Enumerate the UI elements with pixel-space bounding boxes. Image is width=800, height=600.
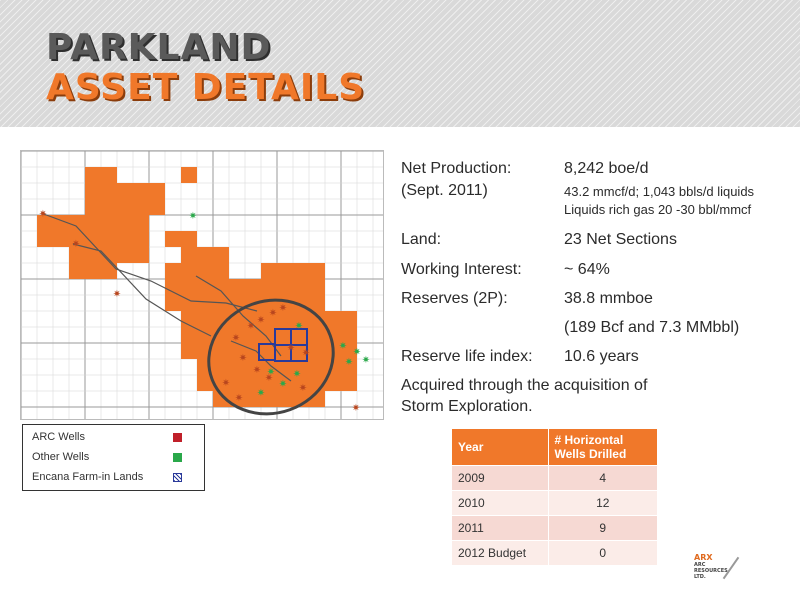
svg-text:✷: ✷ <box>39 209 47 220</box>
reserves-value: 38.8 mmboe <box>564 290 653 307</box>
land-map-graphic: ✷✷✷✷✷✷✷ ✷✷ ✷✷✷✷✷✷✷✷ ✷✷✷✷✷✷✷✷✷✷ <box>21 151 383 419</box>
svg-text:✷: ✷ <box>362 355 370 366</box>
svg-text:✷: ✷ <box>279 379 287 390</box>
legend-label-other-wells: Other Wells <box>32 451 90 463</box>
header-year: Year <box>452 429 549 465</box>
row-year: 2009 <box>452 464 549 490</box>
svg-text:✷: ✷ <box>72 239 80 250</box>
table-row: 2012 Budget 0 <box>452 539 658 565</box>
logo-name: ARX <box>694 553 713 562</box>
row-count: 12 <box>548 489 658 515</box>
reserve-life-value: 10.6 years <box>564 348 639 365</box>
header-banner: PARKLAND ASSET DETAILS <box>0 0 800 127</box>
land-label: Land: <box>401 231 442 248</box>
svg-text:✷: ✷ <box>352 403 360 414</box>
land-map: ✷ ✷ ✷ ✷ ✷ ✷ ✷ ✷ ✷ ✷ ✷ ✷ ✷ ✷ ✷ ✷ ✷ ✷ ✷ ✷ ✷ ✷ ✷ ✷ ✷ ✷ ✷ <box>20 150 384 420</box>
svg-text:✷: ✷ <box>189 211 197 222</box>
acquired-line-2: Storm Exploration. <box>401 398 533 415</box>
row-year: 2010 <box>452 489 549 515</box>
svg-text:✷: ✷ <box>235 393 243 404</box>
row-count: 4 <box>548 464 658 490</box>
svg-text:✷: ✷ <box>247 321 255 332</box>
title-asset-details: ASSET DETAILS <box>46 67 366 108</box>
svg-text:✷: ✷ <box>302 348 310 359</box>
reserve-life-label: Reserve life index: <box>401 348 533 365</box>
row-count: 0 <box>548 539 658 565</box>
logo-subtitle: ARC RESOURCES LTD. <box>694 562 728 580</box>
horizontal-wells-table: Year # Horizontal Wells Drilled 2009 4 2… <box>452 429 658 565</box>
row-year: 2011 <box>452 514 549 540</box>
svg-text:✷: ✷ <box>265 373 273 384</box>
encana-blocks <box>258 328 308 362</box>
svg-text:✷: ✷ <box>279 303 287 314</box>
pipeline-lines <box>40 212 292 382</box>
svg-text:✷: ✷ <box>295 321 303 332</box>
row-year: 2012 Budget <box>452 539 549 565</box>
arc-resources-logo: ARX ARC RESOURCES LTD. <box>694 553 754 583</box>
header-wells-drilled: # Horizontal Wells Drilled <box>548 429 658 465</box>
svg-text:✷: ✷ <box>232 333 240 344</box>
row-count: 9 <box>548 514 658 540</box>
svg-text:✷: ✷ <box>113 289 121 300</box>
title-parkland: PARKLAND <box>46 27 272 68</box>
encana-lands-swatch-icon <box>173 473 182 482</box>
table-header-row: Year # Horizontal Wells Drilled <box>452 429 658 465</box>
land-value: 23 Net Sections <box>564 231 677 248</box>
reserves-detail: (189 Bcf and 7.3 MMbbl) <box>564 319 740 336</box>
svg-text:✷: ✷ <box>287 343 295 354</box>
net-production-label: Net Production: <box>401 160 512 177</box>
svg-text:✷: ✷ <box>257 388 265 399</box>
working-interest-label: Working Interest: <box>401 261 522 278</box>
svg-text:✷: ✷ <box>353 347 361 358</box>
production-detail: 43.2 mmcf/d; 1,043 bbls/d liquids <box>564 184 755 199</box>
table-row: 2009 4 <box>452 464 658 490</box>
arc-wells-swatch-icon <box>173 433 182 442</box>
liquids-detail: Liquids rich gas 20 -30 bbl/mmcf <box>564 202 752 217</box>
legend-label-arc-wells: ARC Wells <box>32 431 85 443</box>
reserves-label: Reserves (2P): <box>401 290 508 307</box>
svg-text:✷: ✷ <box>339 341 347 352</box>
working-interest-value: ~ 64% <box>564 261 610 278</box>
svg-text:✷: ✷ <box>267 367 275 378</box>
svg-text:✷: ✷ <box>345 357 353 368</box>
svg-text:✷: ✷ <box>222 378 230 389</box>
map-legend: ARC Wells Other Wells Encana Farm-in Lan… <box>22 424 205 491</box>
legend-label-encana: Encana Farm-in Lands <box>32 471 144 483</box>
svg-text:✷: ✷ <box>257 315 265 326</box>
svg-text:✷: ✷ <box>269 308 277 319</box>
svg-text:✷: ✷ <box>253 365 261 376</box>
acquired-line-1: Acquired through the acquisition of <box>401 377 648 394</box>
focus-ellipse <box>207 298 335 416</box>
svg-text:✷: ✷ <box>239 353 247 364</box>
table-row: 2011 9 <box>452 514 658 540</box>
net-production-value: 8,242 boe/d <box>564 160 649 177</box>
svg-text:✷: ✷ <box>299 383 307 394</box>
production-date-label: (Sept. 2011) <box>401 182 488 199</box>
svg-text:✷: ✷ <box>293 369 301 380</box>
table-row: 2010 12 <box>452 489 658 515</box>
other-wells-swatch-icon <box>173 453 182 462</box>
